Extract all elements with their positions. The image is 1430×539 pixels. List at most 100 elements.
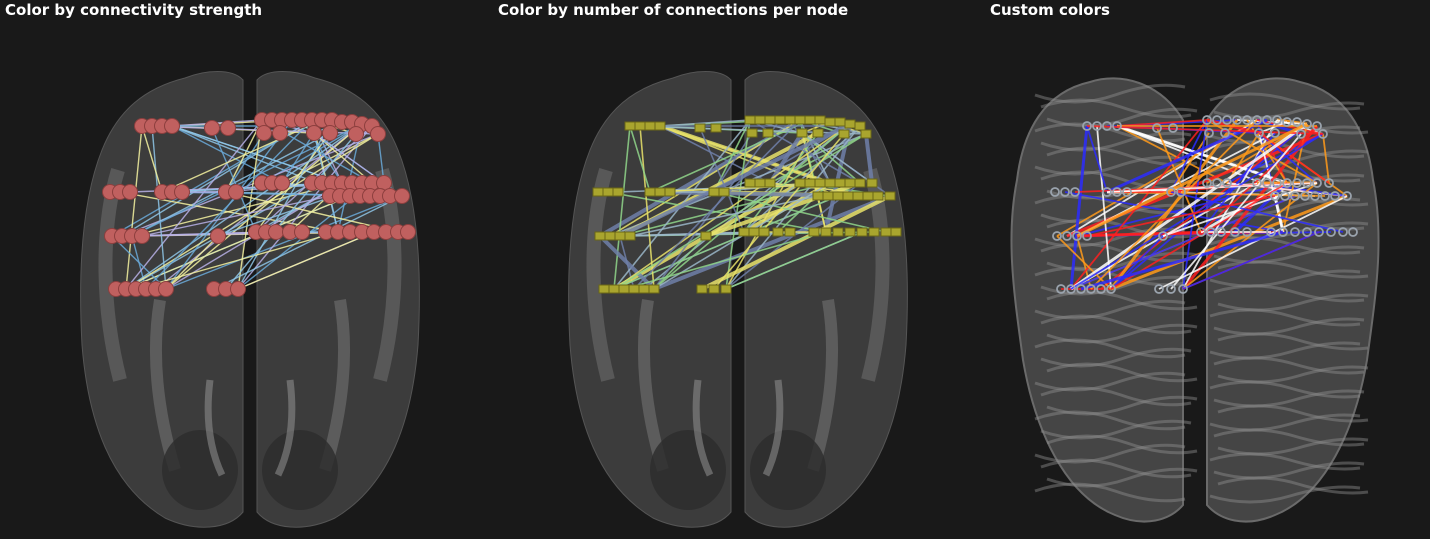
connection-edge [713,191,887,233]
node-ring [1262,115,1272,125]
node-cube [604,231,616,241]
gyrus-fold [1046,362,1198,383]
node-cube [866,178,878,188]
node-sphere [220,120,236,136]
connection-edge [125,125,143,290]
node-cube [808,227,820,237]
node-cube [718,187,730,197]
node-cube [820,227,832,237]
gyrus-fold [1213,389,1365,408]
panel-title: Custom colors [990,1,1110,19]
gyrus-fold [1046,323,1198,344]
node-ring [1324,178,1334,188]
gyrus-fold [1040,386,1192,407]
gyrus-fold [1217,437,1369,456]
connection-edge [725,231,863,290]
node-ring [1282,117,1292,127]
gyrus-fold [1040,347,1192,368]
node-ring [1222,178,1232,188]
node-cube [784,227,796,237]
connection-edge [1064,191,1284,233]
node-ring [1166,187,1176,197]
node-sphere [228,184,244,200]
connection-edge [1181,125,1319,290]
connection-edge [653,194,891,291]
connection-edge [1116,119,1208,127]
gyrus-fold [1209,413,1361,432]
node-cube [634,121,646,131]
connection-edge [1076,122,1308,238]
brain-render-connections[interactable] [493,0,973,539]
node-ring [1302,227,1312,237]
node-cube [880,227,892,237]
node-cube [804,115,816,125]
node-ring [1082,231,1092,241]
node-cube [612,187,624,197]
node-ring [1076,284,1086,294]
node-ring [1278,227,1288,237]
connection-edge [377,133,385,184]
node-cube [844,178,856,188]
connection-edge [713,119,751,193]
node-sphere [274,175,290,191]
connection-edge [165,235,219,290]
node-ring [1168,123,1178,133]
connection-edge [135,231,339,290]
node-sphere [158,281,174,297]
node-ring [1070,187,1080,197]
node-sphere [348,126,364,142]
node-ring [1204,128,1214,138]
node-cube [744,178,756,188]
node-sphere [370,126,386,142]
gyrus-fold [1034,83,1186,104]
node-ring [1312,178,1322,188]
node-cube [708,187,720,197]
brain-render-custom[interactable] [985,0,1430,539]
connection-edge [255,132,331,233]
node-cube [710,123,722,133]
node-sphere [306,125,322,141]
connection-edge [1236,119,1308,125]
node-ring [1062,231,1072,241]
gyrus-fold [1034,410,1186,431]
connection-edge [633,119,801,290]
node-ring [1122,187,1132,197]
gyrus-fold [1213,356,1365,375]
node-cube [804,178,816,188]
node-sphere [272,125,288,141]
node-ring [1196,227,1206,237]
gyrus-fold [1209,269,1361,288]
node-cube [664,187,676,197]
node-sphere [174,184,190,200]
node-cube [758,227,770,237]
node-cube [824,178,836,188]
gyrus-fold [1040,242,1192,263]
node-ring [1310,191,1320,201]
node-ring [1232,115,1242,125]
sulcus-fold [692,379,714,477]
node-cube [602,187,614,197]
node-cube [854,178,866,188]
node-ring [1166,284,1176,294]
node-ring [1262,178,1272,188]
node-ring [1102,121,1112,131]
node-ring [1252,178,1262,188]
node-cube [844,227,856,237]
connection-edge [1056,235,1112,290]
node-cube [654,187,666,197]
node-cube [890,227,902,237]
gyrus-fold [1209,380,1361,399]
brain-render-strength[interactable] [0,0,480,539]
node-ring [1312,121,1322,131]
connection-edge [598,234,656,291]
node-ring [1242,227,1252,237]
node-ring [1052,231,1062,241]
node-ring [1202,115,1212,125]
node-cube [824,117,836,127]
node-cube [694,123,706,133]
node-ring [1292,117,1302,127]
node-cube [746,128,758,138]
node-cube [796,128,808,138]
node-ring [1330,191,1340,201]
connection-edge [1090,119,1258,290]
